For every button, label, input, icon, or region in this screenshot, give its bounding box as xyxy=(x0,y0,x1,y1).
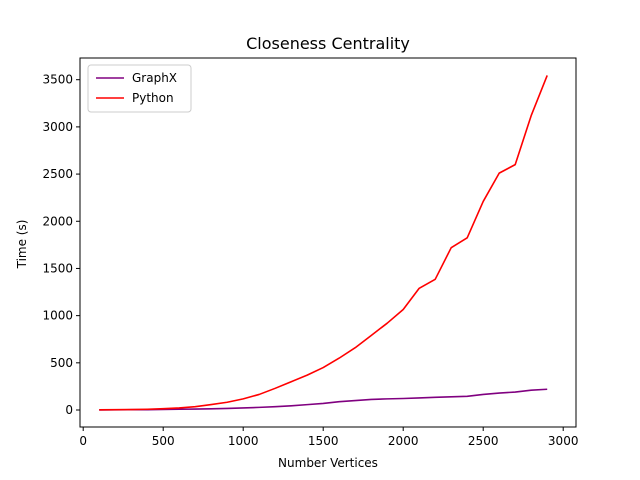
plot-area: 0 500 1000 1500 2000 2500 3000 0 500 1000 1500 2000… xyxy=(42,57,579,448)
x-tick-label: 1000 xyxy=(228,434,259,448)
x-tick-label: 2500 xyxy=(468,434,499,448)
y-tick-label: 3000 xyxy=(42,120,73,134)
plot-frame xyxy=(79,57,577,428)
y-tick-label: 1000 xyxy=(42,309,73,323)
y-tick-label: 2500 xyxy=(42,167,73,181)
y-tick-label: 1500 xyxy=(42,261,73,275)
y-tick-label: 500 xyxy=(50,356,73,370)
y-tick-label: 0 xyxy=(65,403,73,417)
x-tick-label: 0 xyxy=(79,434,87,448)
legend-label-python: Python xyxy=(132,91,174,105)
y-tick-label: 2000 xyxy=(42,214,73,228)
chart-title: Closeness Centrality xyxy=(246,34,410,53)
x-tick-label: 1500 xyxy=(308,434,339,448)
legend: GraphX Python xyxy=(87,64,192,113)
x-tick-label: 2000 xyxy=(388,434,419,448)
x-tick-label: 3000 xyxy=(548,434,579,448)
series-line-graphx xyxy=(99,388,548,411)
y-axis-label: Time (s) xyxy=(15,220,29,270)
x-axis-label: Number Vertices xyxy=(278,456,378,470)
legend-label-graphx: GraphX xyxy=(132,71,177,85)
legend-box xyxy=(87,64,192,113)
x-tick-label: 500 xyxy=(152,434,175,448)
y-tick-label: 3500 xyxy=(42,73,73,87)
series-line-python xyxy=(99,75,548,411)
